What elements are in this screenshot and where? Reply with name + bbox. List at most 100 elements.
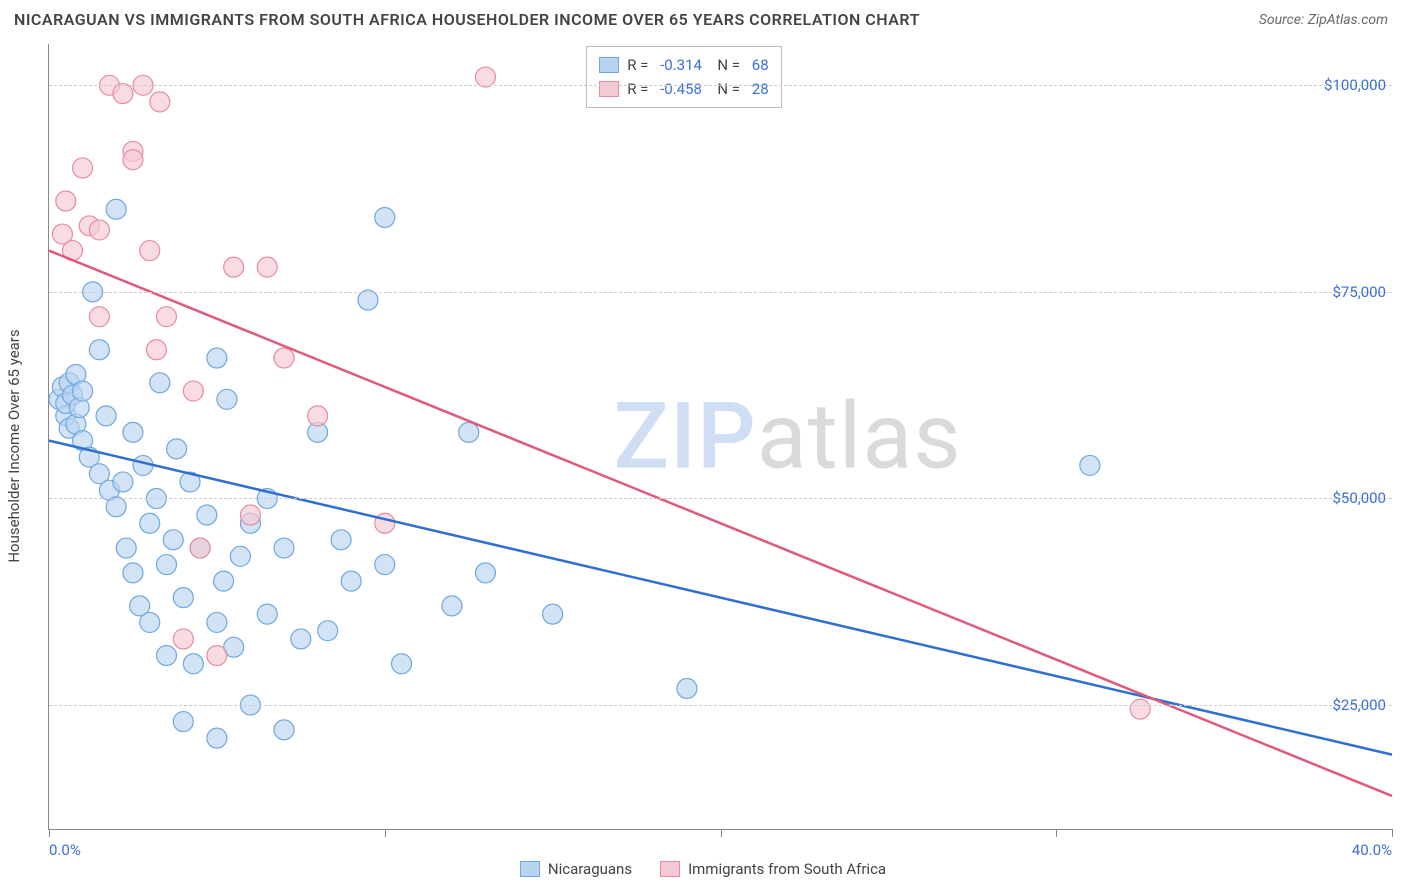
data-point-immigrants_sa [140,241,160,261]
scatter-plot [49,44,1392,829]
data-point-nicaraguans [163,530,183,550]
data-point-nicaraguans [73,381,93,401]
legend-label-immigrants-sa: Immigrants from South Africa [688,860,886,878]
data-point-immigrants_sa [146,340,166,360]
r-value-nicaraguans: -0.314 [660,53,702,77]
data-point-immigrants_sa [157,307,177,327]
data-point-immigrants_sa [308,406,328,426]
data-point-nicaraguans [375,555,395,575]
y-tick-label: $100,000 [1324,76,1386,94]
data-point-nicaraguans [207,348,227,368]
data-point-nicaraguans [331,530,351,550]
data-point-nicaraguans [173,712,193,732]
data-point-nicaraguans [358,290,378,310]
gridline [49,705,1392,706]
data-point-nicaraguans [207,728,227,748]
data-point-nicaraguans [167,439,187,459]
data-point-immigrants_sa [475,67,495,87]
data-point-nicaraguans [140,513,160,533]
gridline [49,85,1392,86]
legend-item-nicaraguans: Nicaraguans [520,860,632,878]
r-value-immigrants-sa: -0.458 [660,77,702,101]
data-point-immigrants_sa [207,645,227,665]
data-point-immigrants_sa [89,307,109,327]
data-point-nicaraguans [459,422,479,442]
chart-area: ZIPatlas R = -0.314 N = 68 R = -0.458 N … [48,44,1392,830]
source-label: Source: ZipAtlas.com [1259,12,1388,28]
stats-row-nicaraguans: R = -0.314 N = 68 [599,53,768,77]
swatch-immigrants-sa-bottom [660,861,680,877]
data-point-nicaraguans [341,571,361,591]
data-point-immigrants_sa [123,150,143,170]
data-point-immigrants_sa [190,538,210,558]
data-point-nicaraguans [113,472,133,492]
x-tick-label: 0.0% [49,841,81,859]
data-point-nicaraguans [207,612,227,632]
data-point-nicaraguans [1080,455,1100,475]
y-tick-label: $25,000 [1332,696,1386,714]
data-point-nicaraguans [106,199,126,219]
data-point-nicaraguans [106,497,126,517]
x-tick-label: 40.0% [1352,841,1392,859]
data-point-nicaraguans [375,208,395,228]
data-point-nicaraguans [123,422,143,442]
data-point-nicaraguans [89,340,109,360]
data-point-nicaraguans [123,563,143,583]
swatch-nicaraguans [599,57,619,73]
gridline [49,292,1392,293]
data-point-immigrants_sa [224,257,244,277]
data-point-nicaraguans [291,629,311,649]
data-point-nicaraguans [274,538,294,558]
stats-row-immigrants-sa: R = -0.458 N = 28 [599,77,768,101]
stats-legend: R = -0.314 N = 68 R = -0.458 N = 28 [586,46,781,108]
data-point-nicaraguans [677,679,697,699]
data-point-nicaraguans [157,645,177,665]
data-point-immigrants_sa [183,381,203,401]
data-point-immigrants_sa [73,158,93,178]
data-point-nicaraguans [274,720,294,740]
data-point-nicaraguans [214,571,234,591]
data-point-nicaraguans [140,612,160,632]
chart-title: NICARAGUAN VS IMMIGRANTS FROM SOUTH AFRI… [14,10,920,29]
bottom-legend: Nicaraguans Immigrants from South Africa [0,860,1406,878]
data-point-nicaraguans [183,654,203,674]
data-point-immigrants_sa [274,348,294,368]
legend-label-nicaraguans: Nicaraguans [548,860,632,878]
data-point-immigrants_sa [113,84,133,104]
data-point-nicaraguans [150,373,170,393]
data-point-nicaraguans [230,546,250,566]
data-point-nicaraguans [442,596,462,616]
x-tick [721,829,722,837]
swatch-nicaraguans-bottom [520,861,540,877]
gridline [49,498,1392,499]
data-point-nicaraguans [96,406,116,426]
data-point-immigrants_sa [150,92,170,112]
n-value-nicaraguans: 68 [752,53,769,77]
data-point-nicaraguans [217,389,237,409]
x-tick [49,829,50,837]
data-point-immigrants_sa [240,505,260,525]
data-point-nicaraguans [318,621,338,641]
data-point-nicaraguans [392,654,412,674]
swatch-immigrants-sa [599,81,619,97]
data-point-nicaraguans [116,538,136,558]
data-point-immigrants_sa [56,191,76,211]
legend-item-immigrants-sa: Immigrants from South Africa [660,860,886,878]
data-point-nicaraguans [257,604,277,624]
data-point-nicaraguans [197,505,217,525]
data-point-nicaraguans [173,588,193,608]
data-point-immigrants_sa [89,220,109,240]
data-point-immigrants_sa [173,629,193,649]
y-tick-label: $75,000 [1332,283,1386,301]
x-tick [1392,829,1393,837]
x-tick [385,829,386,837]
data-point-immigrants_sa [257,257,277,277]
data-point-immigrants_sa [1130,699,1150,719]
y-tick-label: $50,000 [1332,489,1386,507]
data-point-nicaraguans [157,555,177,575]
data-point-nicaraguans [475,563,495,583]
y-axis-label: Householder Income Over 65 years [5,329,23,562]
x-tick [1056,829,1057,837]
data-point-nicaraguans [543,604,563,624]
n-value-immigrants-sa: 28 [752,77,769,101]
